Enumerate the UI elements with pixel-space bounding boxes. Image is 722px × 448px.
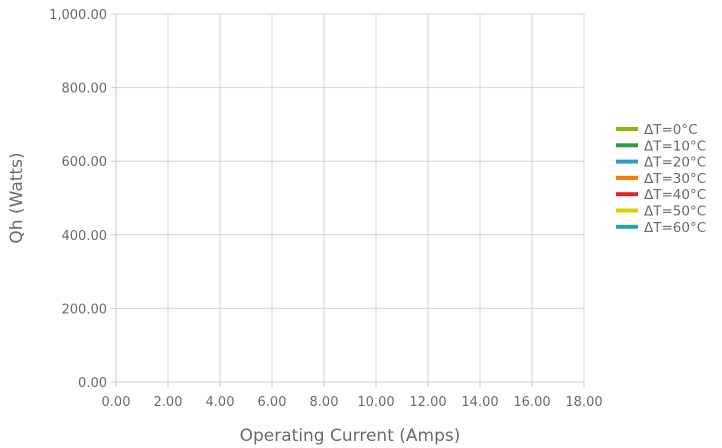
x-tick-label: 18.00 <box>565 395 602 410</box>
x-tick-label: 14.00 <box>461 395 498 410</box>
legend[interactable]: ΔT=0°CΔT=10°CΔT=20°CΔT=30°CΔT=40°CΔT=50°… <box>616 122 706 236</box>
legend-item[interactable]: ΔT=60°C <box>616 220 706 236</box>
legend-label: ΔT=0°C <box>644 122 698 138</box>
legend-swatch <box>616 143 638 148</box>
legend-swatch <box>616 224 638 229</box>
y-tick-label: 1,000.00 <box>49 8 107 23</box>
legend-item[interactable]: ΔT=30°C <box>616 171 706 187</box>
legend-label: ΔT=60°C <box>644 220 706 236</box>
legend-item[interactable]: ΔT=50°C <box>616 204 706 220</box>
x-tick-label: 8.00 <box>310 395 339 410</box>
y-axis-title: Qh (Watts) <box>7 152 27 243</box>
axes: 0.00 2.00 4.00 6.00 8.00 10.00 12.00 14.00 16.00… <box>49 8 603 410</box>
x-tick-label: 2.00 <box>154 395 183 410</box>
legend-item[interactable]: ΔT=10°C <box>616 138 706 154</box>
x-tick-label: 16.00 <box>513 395 550 410</box>
grid <box>115 13 585 383</box>
legend-label: ΔT=20°C <box>644 155 706 171</box>
legend-label: ΔT=50°C <box>644 204 706 220</box>
y-tick-label: 800.00 <box>62 82 108 97</box>
x-tick-label: 12.00 <box>409 395 446 410</box>
legend-label: ΔT=30°C <box>644 171 706 187</box>
y-tick-label: 600.00 <box>62 155 108 170</box>
x-tick-label: 0.00 <box>102 395 131 410</box>
legend-swatch <box>616 192 638 197</box>
legend-swatch <box>616 175 638 180</box>
y-tick-label: 0.00 <box>78 376 107 391</box>
legend-item[interactable]: ΔT=40°C <box>616 187 706 203</box>
y-tick-label: 200.00 <box>62 302 108 317</box>
legend-label: ΔT=40°C <box>644 187 706 203</box>
legend-item[interactable]: ΔT=0°C <box>616 122 698 138</box>
x-axis-title: Operating Current (Amps) <box>240 426 461 446</box>
legend-swatch <box>616 127 638 131</box>
y-tick-label: 400.00 <box>62 229 108 244</box>
legend-swatch <box>616 159 638 164</box>
legend-label: ΔT=10°C <box>644 138 706 154</box>
legend-item[interactable]: ΔT=20°C <box>616 155 706 171</box>
x-tick-label: 4.00 <box>206 395 235 410</box>
x-tick-label: 10.00 <box>357 395 394 410</box>
legend-swatch <box>616 208 638 213</box>
x-tick-label: 6.00 <box>258 395 287 410</box>
